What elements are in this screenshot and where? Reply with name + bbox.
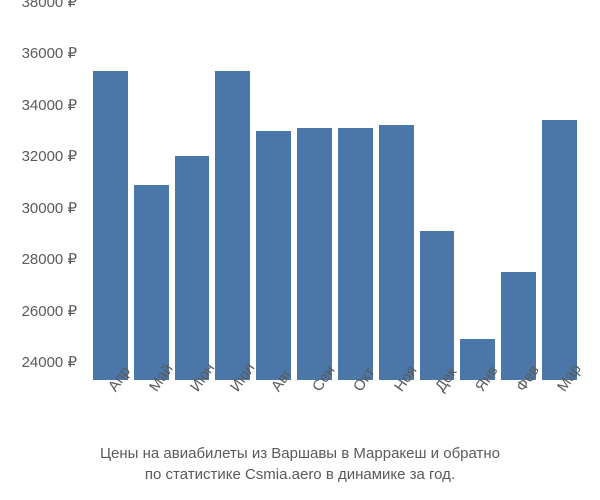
bar	[215, 71, 250, 380]
y-tick-label: 26000 ₽	[22, 302, 77, 320]
bar	[420, 231, 455, 380]
y-tick-label: 24000 ₽	[22, 353, 77, 371]
plot-area	[90, 20, 580, 380]
chart-caption: Цены на авиабилеты из Варшавы в Марракеш…	[0, 443, 600, 485]
bar	[134, 185, 169, 380]
y-tick-label: 30000 ₽	[22, 199, 77, 217]
bars-group	[90, 20, 580, 380]
bar	[379, 125, 414, 380]
y-tick-label: 28000 ₽	[22, 250, 77, 268]
bar	[93, 71, 128, 380]
chart-container	[90, 20, 580, 380]
y-tick-label: 36000 ₽	[22, 44, 77, 62]
caption-line-1: Цены на авиабилеты из Варшавы в Марракеш…	[100, 445, 500, 462]
y-tick-label: 32000 ₽	[22, 147, 77, 165]
bar	[338, 128, 373, 380]
bar	[256, 131, 291, 380]
bar	[175, 156, 210, 380]
bar	[297, 128, 332, 380]
y-tick-label: 34000 ₽	[22, 96, 77, 114]
caption-line-2: по статистике Csmia.aero в динамике за г…	[145, 466, 455, 483]
x-axis-labels: АпрМайИюнИюлАвгСенОктНояДекЯнвФевМар	[90, 385, 580, 402]
y-tick-label: 38000 ₽	[22, 0, 77, 11]
bar	[542, 120, 577, 380]
y-axis: 24000 ₽ 26000 ₽ 28000 ₽ 30000 ₽ 32000 ₽ 34000…	[0, 20, 85, 380]
